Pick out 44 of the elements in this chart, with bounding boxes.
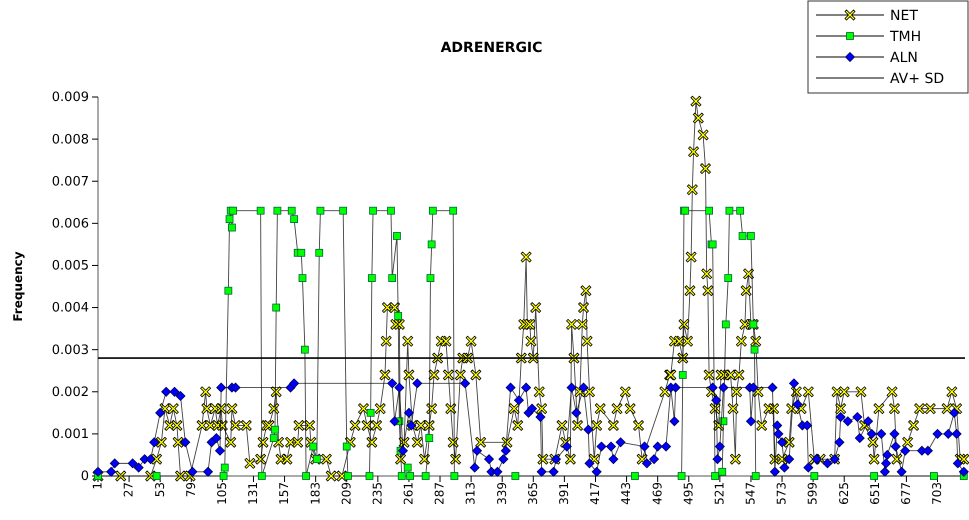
x-tick-label: 105 [214, 482, 229, 505]
y-tick-label: 0.009 [52, 90, 89, 106]
x-tick-label: 521 [712, 482, 726, 505]
x-tick-label: 235 [370, 482, 384, 505]
y-tick-label: 0.002 [52, 384, 89, 400]
x-tick-label: 677 [899, 482, 914, 505]
x-tick-label: 495 [681, 482, 696, 505]
x-tick-label: 287 [432, 482, 447, 505]
y-tick-label: 0.001 [52, 427, 89, 442]
legend-label: NET [890, 8, 918, 24]
y-tick-label: 0.004 [52, 300, 89, 316]
x-tick-label: 651 [868, 482, 882, 505]
x-tick-label: 625 [836, 482, 851, 505]
legend-label: AV+ SD [890, 71, 944, 87]
y-tick-label: 0.006 [52, 216, 89, 232]
x-tick-label: 469 [650, 482, 664, 505]
legend-label: TMH [889, 29, 922, 45]
y-tick-label: 0.003 [52, 342, 89, 358]
y-tick-label: 0 [80, 469, 89, 484]
x-tick-label: 547 [744, 482, 758, 505]
x-tick-label: 339 [494, 482, 509, 505]
x-tick-label: 261 [402, 482, 416, 505]
y-tick-label: 0.007 [52, 174, 89, 190]
x-tick-label: 157 [277, 482, 292, 505]
y-tick-label: 0.005 [52, 258, 89, 274]
x-tick-label: 131 [246, 482, 260, 505]
x-tick-label: 313 [464, 482, 478, 505]
x-tick-label: 53 [152, 482, 167, 498]
x-tick-label: 573 [774, 482, 789, 505]
legend-label: ALN [890, 50, 918, 66]
x-tick-label: 365 [526, 482, 540, 505]
y-tick-label: 0.008 [52, 132, 89, 148]
x-tick-label: 209 [339, 482, 354, 505]
x-tick-label: 417 [588, 482, 602, 505]
x-tick-label: 1 [90, 482, 105, 490]
chart-title: ADRENERGIC [440, 40, 542, 56]
x-tick-label: 391 [556, 482, 571, 505]
y-axis-title: Frequency [11, 251, 25, 322]
x-tick-label: 599 [806, 482, 820, 505]
x-tick-label: 183 [308, 482, 322, 505]
x-tick-label: 703 [930, 482, 944, 505]
x-tick-label: 79 [184, 482, 198, 498]
x-tick-label: 443 [619, 482, 634, 505]
x-tick-label: 27 [122, 482, 136, 498]
